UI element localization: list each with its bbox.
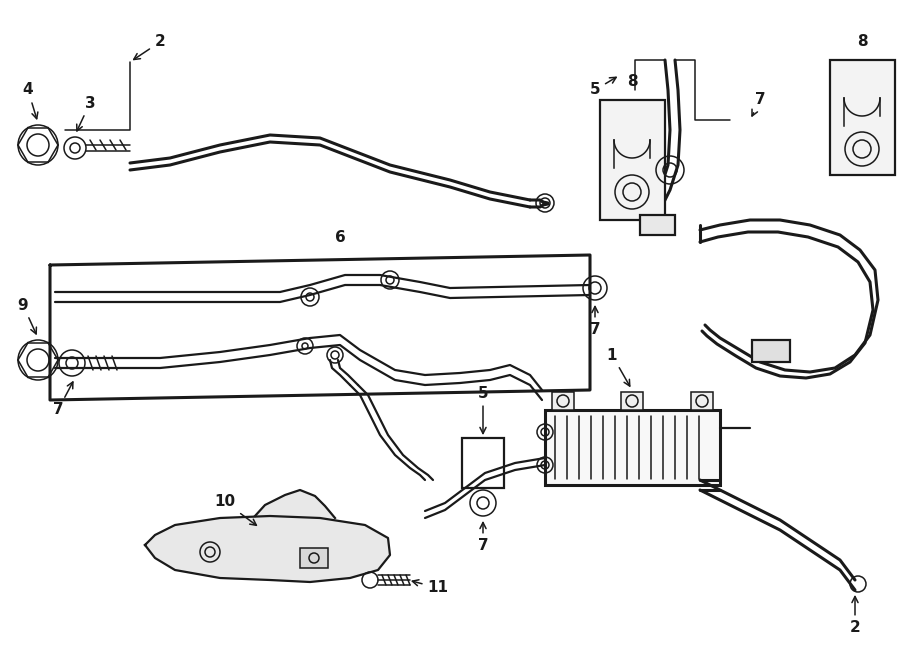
Text: 7: 7 [590,307,600,338]
Bar [552,392,574,410]
Polygon shape [255,490,335,518]
Text: 11: 11 [412,580,448,596]
Bar [545,410,720,485]
Bar [640,215,675,235]
Text: 1: 1 [607,348,630,386]
Text: 5: 5 [478,385,489,434]
Text: 3: 3 [76,95,95,131]
Bar [752,340,790,362]
Text: 9: 9 [18,297,36,334]
Text: 5: 5 [590,77,616,98]
Bar [462,438,504,488]
Bar [621,392,643,410]
Text: 4: 4 [22,83,38,119]
Bar [830,60,895,175]
Text: 2: 2 [850,596,860,635]
Text: 7: 7 [752,93,765,116]
Bar [691,392,713,410]
Text: 7: 7 [53,382,73,418]
Text: 7: 7 [478,522,489,553]
Text: 8: 8 [857,34,868,50]
Bar [600,100,665,220]
Text: 2: 2 [134,34,166,59]
Bar [300,548,328,568]
Text: 10: 10 [214,494,256,525]
Polygon shape [145,516,390,582]
Text: 8: 8 [626,75,637,89]
Text: 6: 6 [335,231,346,245]
